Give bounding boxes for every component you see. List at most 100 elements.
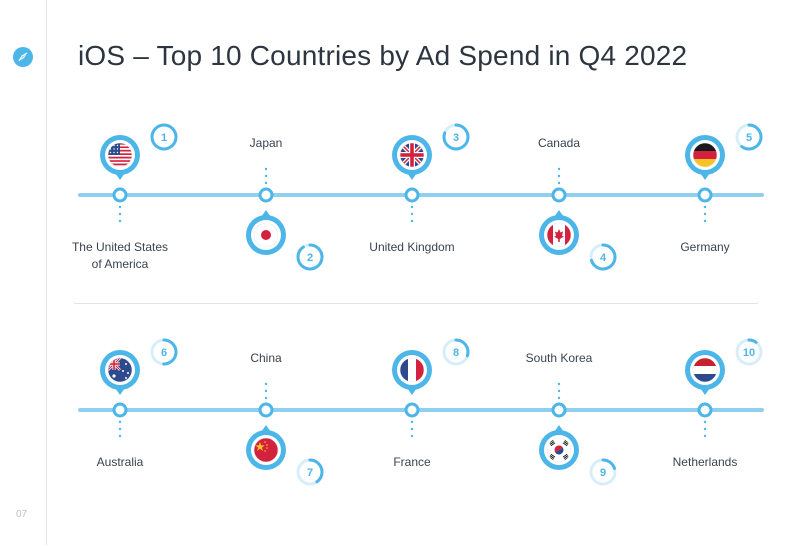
rank-progress-arc (150, 338, 178, 366)
timeline-node (551, 402, 567, 418)
timeline-node (551, 187, 567, 203)
country-name: France (393, 455, 431, 469)
rank-badge-3: 3 (442, 123, 470, 151)
rank-number: 7 (307, 467, 313, 479)
south-korea-flag-icon (546, 437, 572, 463)
country-marker: 1 (100, 123, 178, 223)
flag-pin (539, 210, 579, 255)
rank-number: 2 (307, 252, 313, 264)
sidebar: 07 (0, 0, 47, 545)
us-flag-icon (107, 142, 133, 168)
country-label: The United States of America (50, 239, 190, 273)
rank-progress-arc (735, 123, 763, 151)
timeline-node (258, 402, 274, 418)
country-name: South Korea (525, 351, 593, 365)
rank-progress-arc (735, 338, 763, 366)
dotted-connector (264, 382, 268, 400)
country-name: The United States (71, 240, 169, 254)
country-marker: 2 (246, 167, 324, 271)
rank-badge-9: 9 (589, 458, 617, 486)
flag-pin (100, 135, 140, 180)
dotted-connector (118, 205, 122, 223)
country-marker: 5 (685, 123, 763, 223)
timeline-node (258, 187, 274, 203)
flag-pin (685, 135, 725, 180)
country-marker: 6 (100, 338, 178, 438)
rank-badge-7: 7 (296, 458, 324, 486)
rank-progress-arc (589, 458, 617, 486)
compass-icon (13, 47, 33, 67)
timeline-node (404, 187, 420, 203)
france-flag-icon (399, 357, 425, 383)
country-label: United Kingdom (342, 239, 482, 256)
rank-progress-arc (296, 458, 324, 486)
country-name: Netherlands (672, 455, 738, 469)
rank-badge-8: 8 (442, 338, 470, 366)
dotted-connector (410, 205, 414, 223)
timeline-node (112, 402, 128, 418)
country-name: Australia (96, 455, 144, 469)
rank-number: 8 (453, 347, 459, 359)
rank-number: 3 (453, 132, 459, 144)
rank-number: 1 (161, 132, 167, 144)
rank-badge-1: 1 (150, 123, 178, 151)
rank-progress-arc (150, 123, 178, 151)
flag-pin (392, 350, 432, 395)
timeline-node (112, 187, 128, 203)
country-marker: 10 (685, 338, 763, 438)
country-marker: 4 (539, 167, 617, 271)
dotted-connector (703, 205, 707, 223)
rank-progress-arc (296, 243, 324, 271)
flag-pin (100, 350, 140, 395)
dotted-connector (118, 420, 122, 438)
canada-flag-icon (546, 222, 572, 248)
country-label: France (342, 454, 482, 471)
dotted-connector (557, 167, 561, 185)
country-name: China (250, 351, 282, 365)
uk-flag-icon (399, 142, 425, 168)
flag-pin (246, 425, 286, 470)
rank-badge-6: 6 (150, 338, 178, 366)
flag-pin (392, 135, 432, 180)
dotted-connector (703, 420, 707, 438)
country-marker: 9 (539, 382, 617, 486)
country-marker: 3 (392, 123, 470, 223)
rank-badge-4: 4 (589, 243, 617, 271)
country-label: Canada (489, 135, 629, 152)
timeline-node (404, 402, 420, 418)
country-label: China (196, 350, 336, 367)
country-label: Germany (635, 239, 775, 256)
rank-number: 6 (161, 347, 167, 359)
australia-flag-icon (107, 357, 133, 383)
timeline-node (697, 402, 713, 418)
germany-flag-icon (692, 142, 718, 168)
country-label: South Korea (489, 350, 629, 367)
country-label: Netherlands (635, 454, 775, 471)
rank-progress-arc (589, 243, 617, 271)
rank-number: 5 (746, 132, 752, 144)
dotted-connector (410, 420, 414, 438)
flag-pin (539, 425, 579, 470)
country-label: Japan (196, 135, 336, 152)
timeline-node (697, 187, 713, 203)
country-label: Australia (50, 454, 190, 471)
country-marker: 7 (246, 382, 324, 486)
rank-number: 9 (600, 467, 606, 479)
rank-progress-arc (442, 123, 470, 151)
flag-pin (685, 350, 725, 395)
rank-number: 4 (600, 252, 607, 264)
japan-flag-icon (253, 222, 279, 248)
country-name: Canada (537, 136, 581, 150)
section-divider (74, 303, 758, 304)
flag-pin (246, 210, 286, 255)
rank-badge-2: 2 (296, 243, 324, 271)
country-name: Germany (680, 240, 730, 254)
rank-badge-10: 10 (735, 338, 763, 366)
country-name: United Kingdom (369, 240, 455, 254)
page-title: iOS – Top 10 Countries by Ad Spend in Q4… (78, 40, 688, 71)
page-number: 07 (16, 509, 28, 520)
country-name: Japan (249, 136, 283, 150)
china-flag-icon (253, 437, 279, 463)
rank-progress-arc (442, 338, 470, 366)
